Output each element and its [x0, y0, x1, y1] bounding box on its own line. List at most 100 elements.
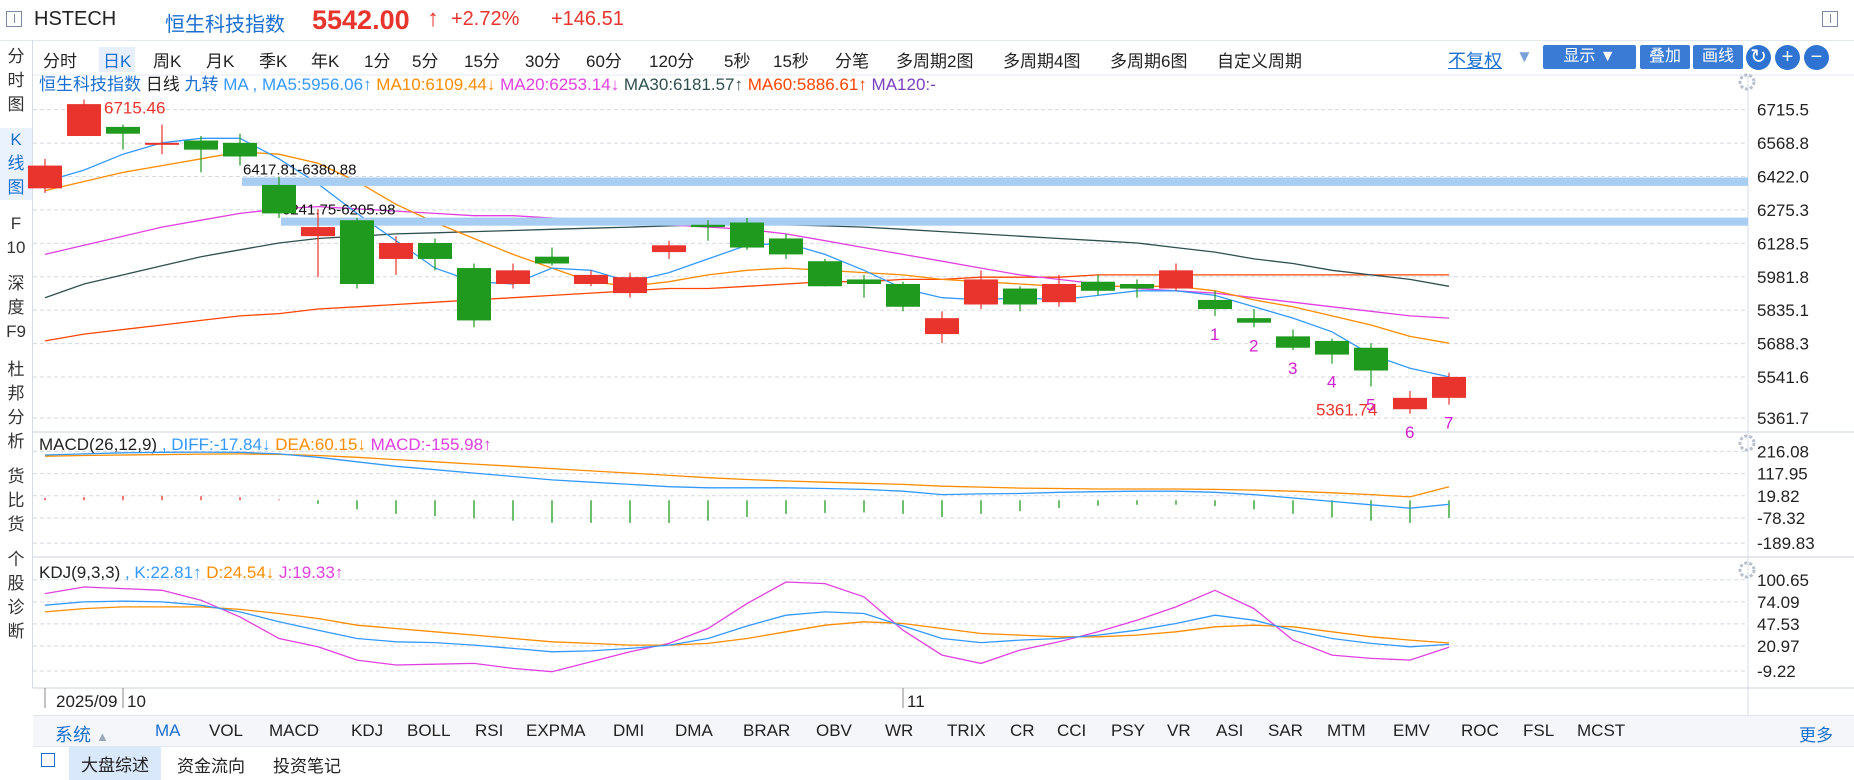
period-month-k[interactable]: 月K [206, 52, 235, 71]
candle-body[interactable] [1432, 376, 1466, 398]
candle-body[interactable] [730, 222, 764, 248]
gear-icon[interactable] [1738, 73, 1756, 91]
ind-obv[interactable]: OBV [816, 721, 852, 740]
period-5sec[interactable]: 5秒 [724, 52, 751, 71]
period-1min[interactable]: 1分 [364, 52, 391, 71]
chevron-down-icon[interactable]: ▼ [1516, 47, 1533, 66]
more-button[interactable]: 更多 [1799, 726, 1833, 745]
candle-body[interactable] [1237, 318, 1271, 323]
ind-dma[interactable]: DMA [675, 721, 713, 740]
candle-body[interactable] [691, 224, 725, 228]
ind-sar[interactable]: SAR [1268, 721, 1303, 740]
fuquan-select[interactable]: 不复权 [1448, 51, 1502, 71]
candle-body[interactable] [1198, 299, 1232, 310]
stock-name[interactable]: 恒生科技指数 [165, 14, 285, 36]
gear-icon[interactable] [1738, 434, 1756, 452]
candle-body[interactable] [340, 220, 374, 284]
period-60min[interactable]: 60分 [586, 52, 622, 71]
period-week-k[interactable]: 周K [153, 52, 182, 71]
sidebar-item-dupont[interactable]: 杜 邦 分 析 [0, 358, 32, 454]
candle-body[interactable] [496, 270, 530, 284]
candle-body[interactable] [67, 104, 101, 136]
sidebar-item-f10[interactable]: F 10 [0, 212, 32, 260]
sidebar-item-diagnosis[interactable]: 个 股 诊 断 [0, 548, 32, 644]
candle-body[interactable] [1354, 347, 1388, 371]
period-30min[interactable]: 30分 [525, 52, 561, 71]
period-multi-6[interactable]: 多周期6图 [1110, 52, 1188, 71]
system-button[interactable]: 系统 ▲ [55, 721, 109, 747]
period-multi-4[interactable]: 多周期4图 [1003, 52, 1081, 71]
ind-rsi[interactable]: RSI [475, 721, 504, 740]
ind-vr[interactable]: VR [1167, 721, 1191, 740]
sidebar-item-timeshare[interactable]: 分 时 图 [0, 45, 32, 117]
candle-body[interactable] [613, 277, 647, 294]
sidebar-item-compare[interactable]: 货 比 货 [0, 465, 32, 537]
ind-cr[interactable]: CR [1010, 721, 1035, 740]
period-quarter-k[interactable]: 季K [259, 52, 288, 71]
candle-body[interactable] [106, 126, 140, 134]
ind-emv[interactable]: EMV [1393, 721, 1430, 740]
ind-dmi[interactable]: DMI [613, 721, 645, 740]
period-120min[interactable]: 120分 [649, 52, 695, 71]
period-5min[interactable]: 5分 [412, 52, 439, 71]
tab-fund-flow[interactable]: 资金流向 [177, 757, 245, 776]
overlay-button[interactable]: 叠加 [1640, 45, 1690, 69]
candle-body[interactable] [301, 227, 335, 237]
candle-body[interactable] [1393, 397, 1427, 410]
candle-body[interactable] [457, 268, 491, 321]
candle-body[interactable] [847, 279, 881, 284]
candle-body[interactable] [1042, 283, 1076, 303]
ind-ma[interactable]: MA [155, 721, 181, 740]
candle-body[interactable] [262, 184, 296, 214]
collapse-icon[interactable] [41, 753, 55, 767]
candle-body[interactable] [1159, 270, 1193, 289]
ind-mtm[interactable]: MTM [1327, 721, 1366, 740]
period-year-k[interactable]: 年K [311, 52, 340, 71]
candle-body[interactable] [418, 243, 452, 259]
candle-body[interactable] [535, 256, 569, 264]
candle-body[interactable] [28, 165, 62, 189]
ind-mcst[interactable]: MCST [1577, 721, 1626, 740]
sidebar-item-kline[interactable]: K 线 图 [0, 128, 32, 200]
candle-body[interactable] [145, 142, 179, 145]
candles[interactable] [28, 99, 1466, 414]
period-15sec[interactable]: 15秒 [773, 52, 809, 71]
candle-body[interactable] [379, 243, 413, 259]
candle-body[interactable] [1003, 288, 1037, 305]
candle-body[interactable] [223, 142, 257, 157]
tab-market-overview[interactable]: 大盘综述 [69, 747, 161, 780]
candle-body[interactable] [925, 318, 959, 335]
gear-icon[interactable] [1738, 561, 1756, 579]
display-button[interactable]: 显示 ▼ [1543, 45, 1636, 69]
sidebar-item-depth-f9[interactable]: 深 度 F9 [0, 272, 32, 344]
ind-brar[interactable]: BRAR [743, 721, 791, 740]
ind-cci[interactable]: CCI [1057, 721, 1087, 740]
sidebar-toggle-icon[interactable] [6, 11, 22, 27]
ind-fsl[interactable]: FSL [1523, 721, 1555, 740]
panel-toggle-icon[interactable] [1822, 11, 1838, 27]
period-15min[interactable]: 15分 [464, 52, 500, 71]
candle-body[interactable] [769, 238, 803, 255]
candle-body[interactable] [1276, 336, 1310, 348]
candle-body[interactable] [574, 274, 608, 284]
period-day-k[interactable]: 日K [99, 47, 136, 72]
zoom-out-icon[interactable]: − [1804, 45, 1829, 70]
zoom-in-icon[interactable]: + [1775, 45, 1800, 70]
candle-body[interactable] [886, 283, 920, 307]
refresh-icon[interactable]: ↻ [1746, 45, 1771, 70]
period-custom[interactable]: 自定义周期 [1217, 52, 1302, 71]
ind-asi[interactable]: ASI [1216, 721, 1244, 740]
candle-body[interactable] [1315, 340, 1349, 355]
ind-trix[interactable]: TRIX [947, 721, 986, 740]
draw-line-button[interactable]: 画线 [1693, 45, 1743, 69]
period-multi-2[interactable]: 多周期2图 [896, 52, 974, 71]
candle-body[interactable] [964, 279, 998, 305]
ind-psy[interactable]: PSY [1111, 721, 1146, 740]
ind-boll[interactable]: BOLL [407, 721, 451, 740]
ind-kdj[interactable]: KDJ [351, 721, 384, 740]
period-tick[interactable]: 分笔 [835, 52, 869, 71]
candle-body[interactable] [184, 140, 218, 150]
period-timeshare[interactable]: 分时 [43, 52, 77, 71]
ind-roc[interactable]: ROC [1461, 721, 1499, 740]
candle-body[interactable] [1120, 283, 1154, 289]
